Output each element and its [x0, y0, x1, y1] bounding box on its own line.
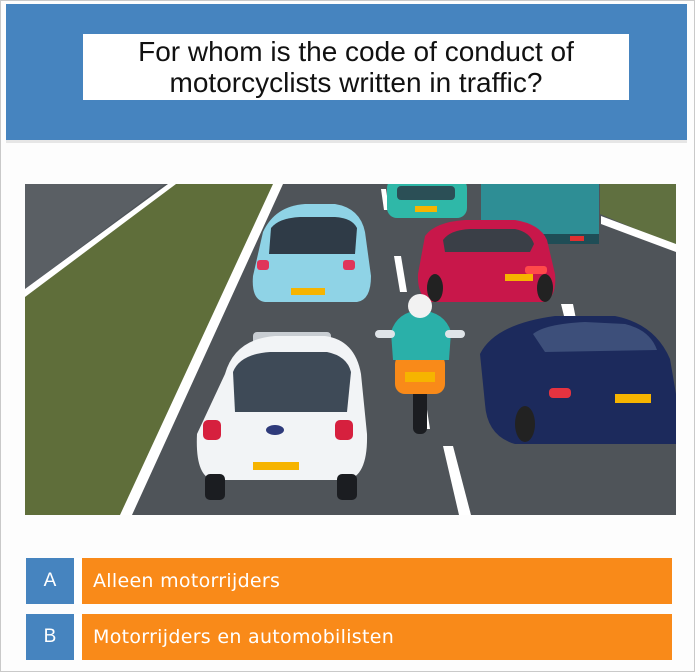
answer-button-a[interactable]: Alleen motorrijders	[82, 558, 672, 604]
header-divider	[6, 140, 687, 143]
question-line-2: motorcyclists written in traffic?	[169, 67, 543, 98]
answer-button-b[interactable]: Motorrijders en automobilisten	[82, 614, 672, 660]
answer-option-a[interactable]: A Alleen motorrijders	[26, 558, 672, 604]
question-header: For whom is the code of conduct of motor…	[6, 4, 687, 140]
traffic-scene-svg	[25, 184, 676, 515]
green-car-icon	[387, 184, 467, 218]
answer-option-b[interactable]: B Motorrijders en automobilisten	[26, 614, 672, 660]
question-box: For whom is the code of conduct of motor…	[83, 34, 629, 100]
navy-car-icon	[480, 316, 676, 444]
traffic-illustration	[25, 184, 676, 515]
answer-gap	[74, 558, 82, 604]
answer-letter-b: B	[26, 614, 74, 660]
question-text: For whom is the code of conduct of motor…	[138, 36, 574, 98]
red-car-icon	[417, 220, 556, 302]
blue-car-icon	[252, 204, 371, 302]
answer-letter-a: A	[26, 558, 74, 604]
white-car-icon	[196, 332, 368, 500]
motorcycle-icon	[375, 294, 465, 434]
answer-gap	[74, 614, 82, 660]
question-line-1: For whom is the code of conduct of	[138, 36, 574, 67]
